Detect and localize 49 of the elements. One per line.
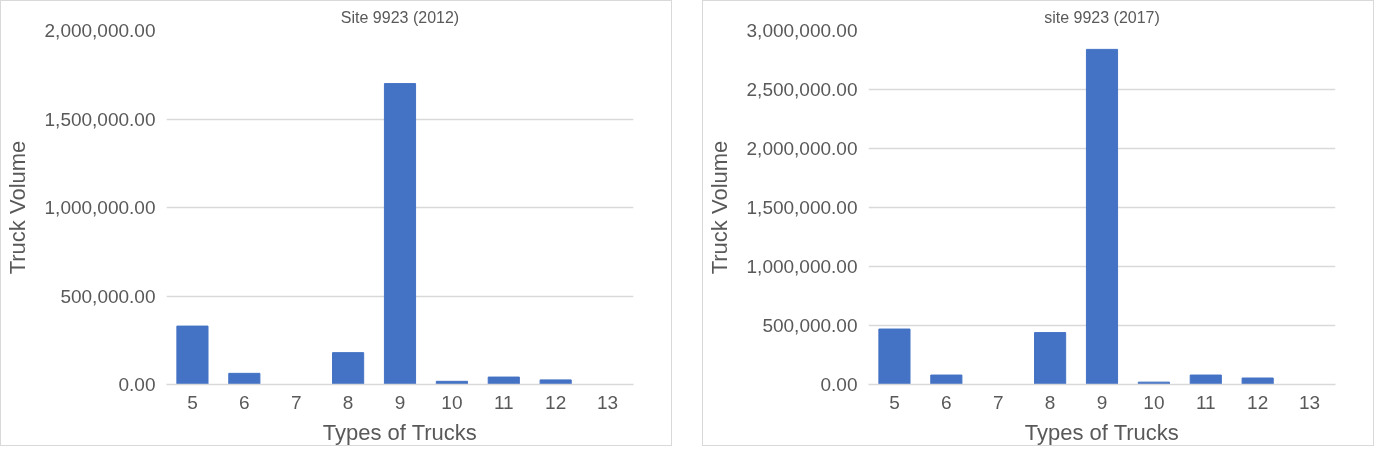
y-tick-label: 1,500,000.00 — [44, 108, 156, 130]
x-tick-label: 12 — [1247, 391, 1269, 413]
bar — [878, 328, 911, 385]
x-tick-label: 11 — [493, 391, 514, 413]
y-tick-label: 1,500,000.00 — [746, 197, 858, 218]
x-tick-label: 7 — [992, 391, 1004, 413]
bar — [1137, 381, 1170, 385]
bar — [176, 325, 209, 385]
x-axis-title: Types of Trucks — [322, 419, 477, 445]
x-tick-label: 6 — [239, 391, 250, 413]
x-tick-label: 5 — [889, 391, 900, 413]
bar — [1241, 377, 1274, 385]
bar — [1085, 48, 1119, 385]
x-tick-label: 13 — [1298, 391, 1321, 413]
y-tick-label: 1,000,000.00 — [44, 197, 156, 218]
x-tick-label: 10 — [1143, 391, 1165, 413]
bar — [332, 352, 365, 385]
y-axis-title: Truck Volume — [4, 140, 30, 275]
x-tick-label: 9 — [394, 391, 406, 413]
bar — [539, 379, 572, 385]
x-tick-label: 9 — [1096, 391, 1108, 413]
bar — [228, 372, 261, 385]
chart-title: site 9923 (2017) — [1044, 8, 1160, 26]
x-axis-title: Types of Trucks — [1024, 419, 1179, 445]
y-tick-label: 2,000,000.00 — [746, 138, 858, 159]
y-tick-label: 0.00 — [118, 374, 156, 395]
x-tick-label: 6 — [941, 391, 952, 413]
y-tick-label: 2,500,000.00 — [746, 79, 858, 100]
y-tick-label: 500,000.00 — [762, 315, 858, 336]
x-tick-label: 10 — [441, 391, 463, 413]
y-axis-title: Truck Volume — [706, 140, 732, 275]
x-tick-label: 7 — [290, 391, 302, 413]
x-tick-label: 5 — [187, 391, 198, 413]
y-tick-label: 2,000,000.00 — [44, 20, 156, 41]
bar — [1034, 332, 1067, 385]
x-tick-label: 11 — [1195, 391, 1216, 413]
bar — [930, 374, 963, 385]
bar — [487, 376, 520, 385]
bar — [1189, 374, 1222, 385]
y-tick-label: 500,000.00 — [60, 285, 156, 307]
bar — [383, 83, 417, 385]
x-tick-label: 8 — [342, 391, 354, 413]
y-tick-label: 1,000,000.00 — [746, 256, 858, 277]
y-tick-label: 0.00 — [820, 374, 858, 395]
x-tick-label: 12 — [545, 391, 567, 413]
x-tick-label: 13 — [596, 391, 619, 413]
chart-title: Site 9923 (2012) — [340, 8, 460, 26]
x-tick-label: 8 — [1044, 391, 1056, 413]
y-tick-label: 3,000,000.00 — [746, 20, 858, 41]
